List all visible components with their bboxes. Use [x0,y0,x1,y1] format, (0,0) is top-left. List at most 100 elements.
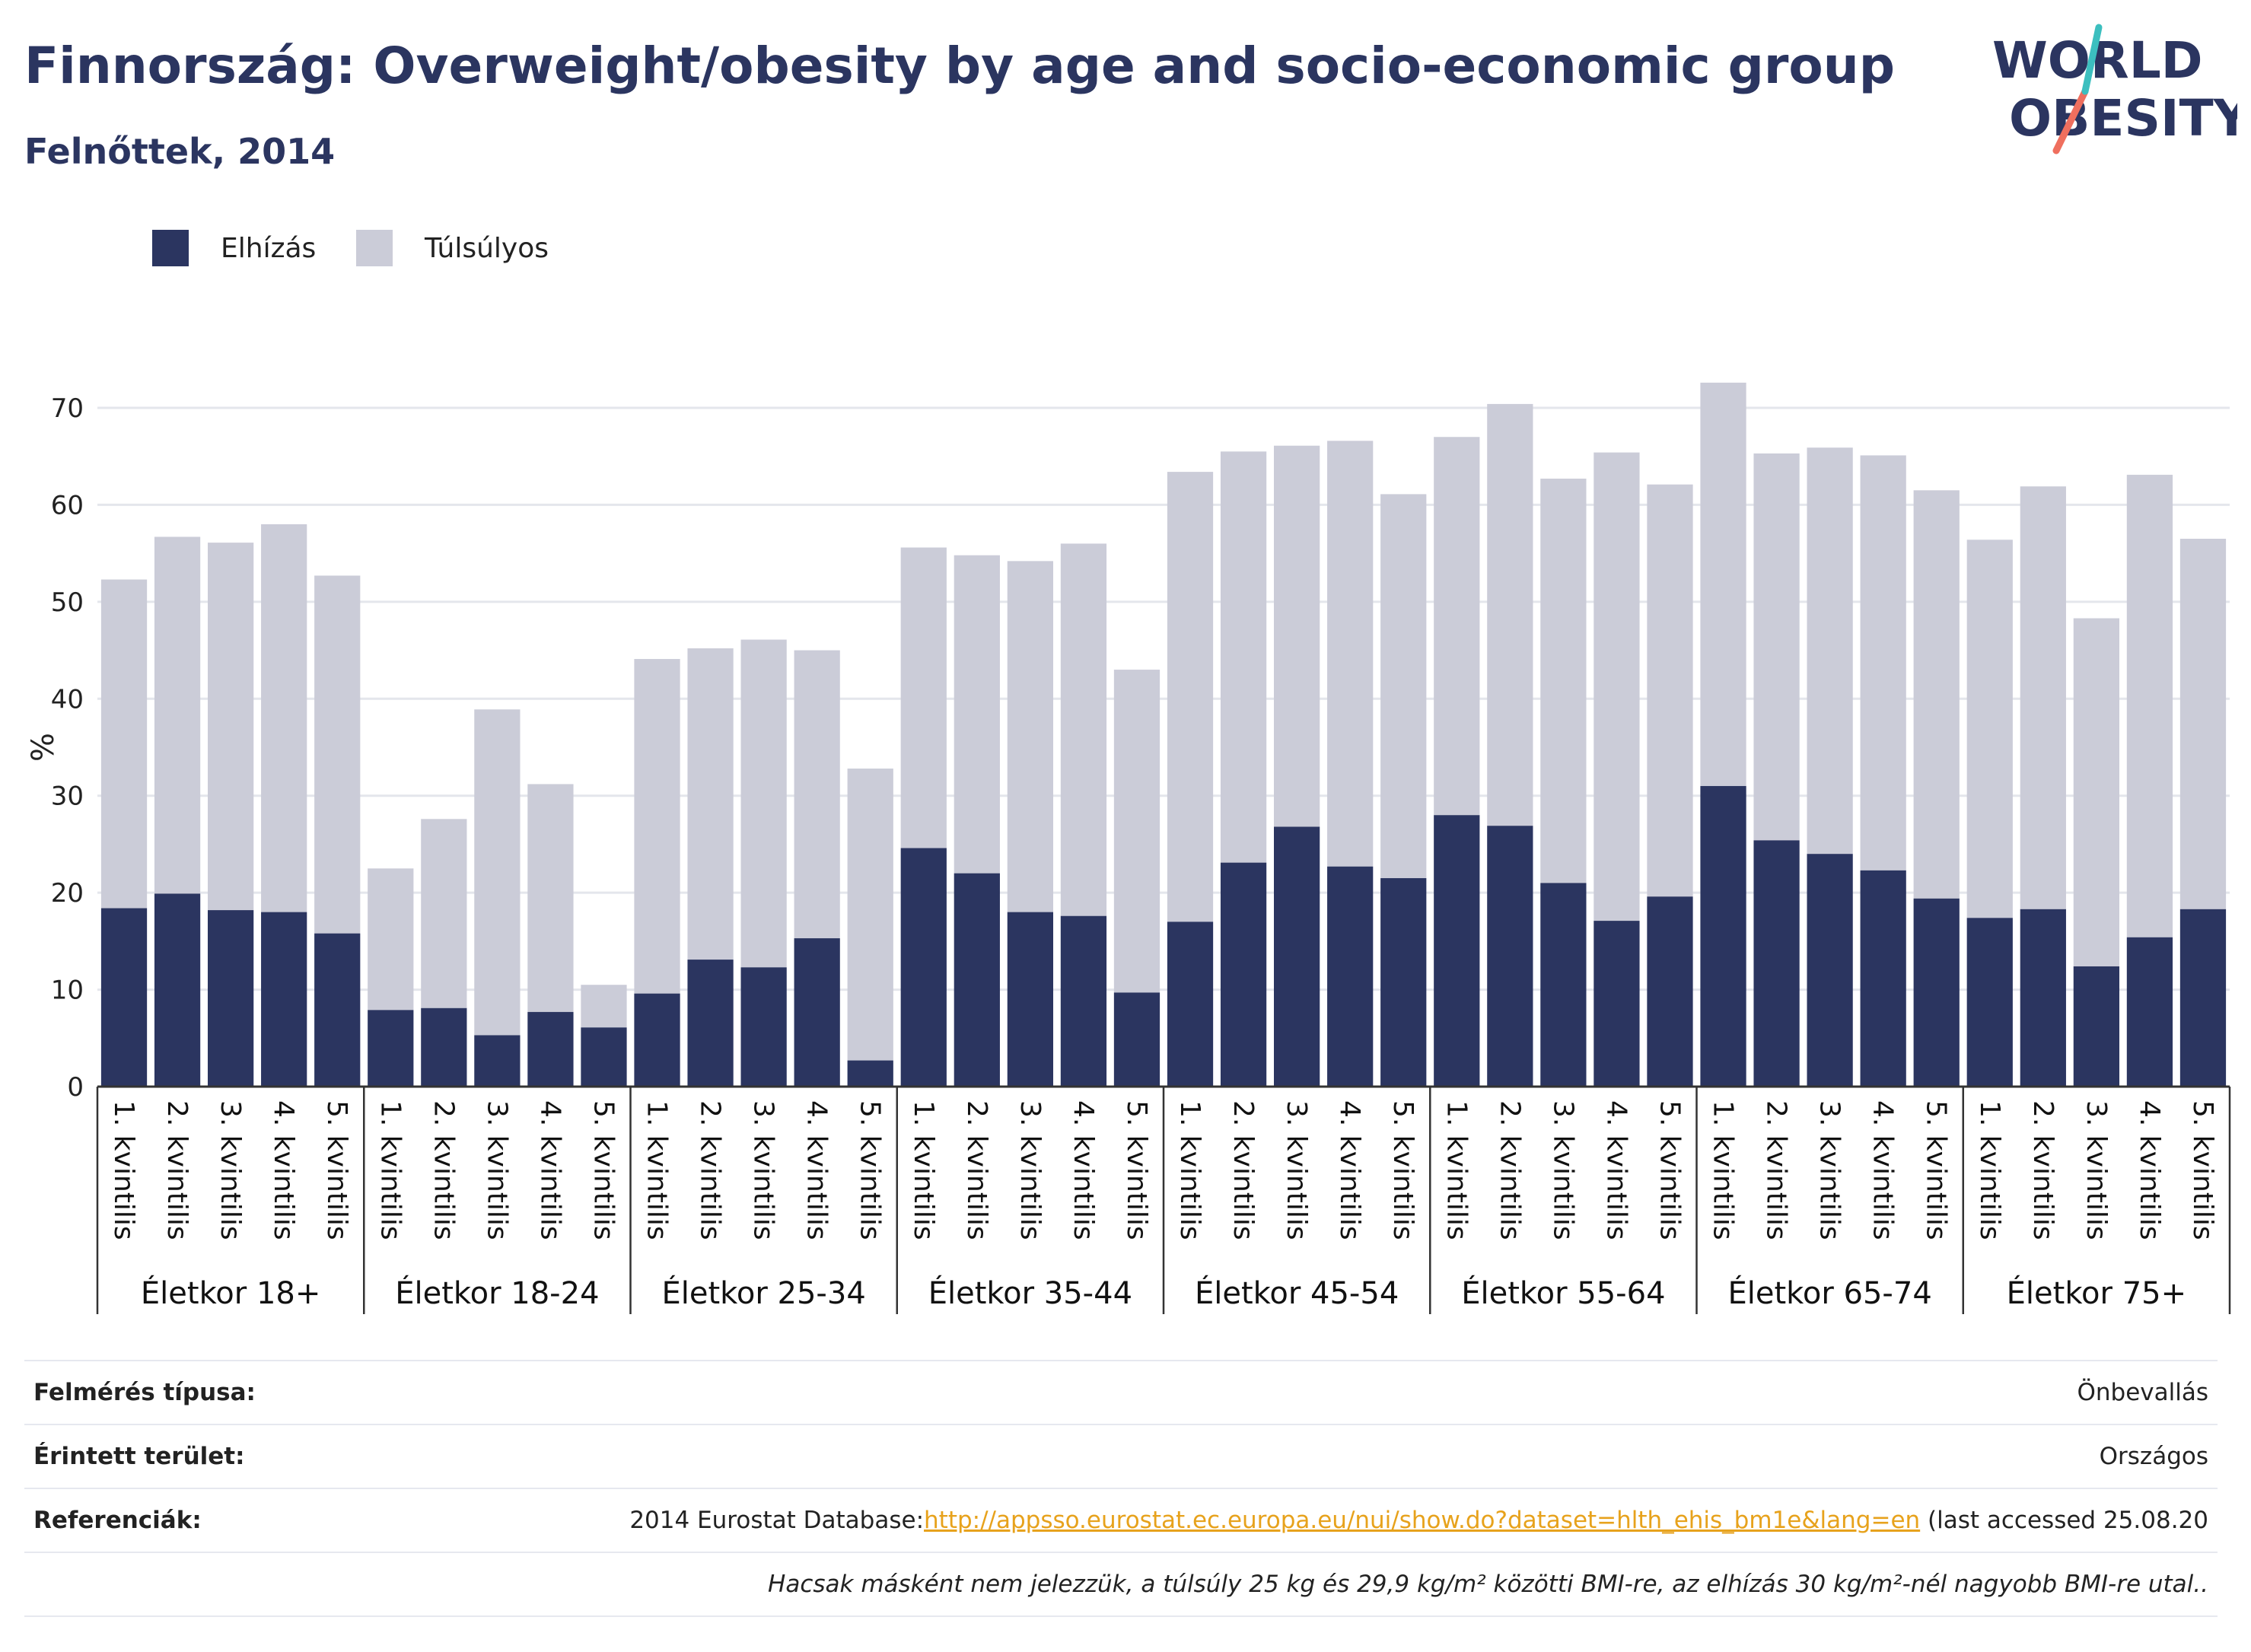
bar-overweight [154,536,201,894]
bar-obesity [1700,785,1746,1087]
x-tick-label: 3. kvintilis [1014,1100,1046,1240]
bar-overweight [794,650,840,939]
x-tick-label: 1. kvintilis [642,1100,673,1240]
bar-overweight [1113,670,1161,993]
survey-type-label: Felmérés típusa: [33,1379,256,1406]
bar-overweight [368,868,414,1011]
bar-overweight [1860,455,1906,871]
x-tick-label: 1. kvintilis [1708,1100,1739,1240]
x-tick-label: 1. kvintilis [1174,1100,1205,1240]
references-link[interactable]: http://appsso.eurostat.ec.europa.eu/nui/… [924,1507,1921,1534]
x-tick-label: 4. kvintilis [801,1100,833,1240]
bar-obesity [1434,815,1480,1087]
bar-obesity [421,1007,467,1087]
world-obesity-logo: WORLD OBESITY [1992,24,2237,154]
bar-obesity [1540,883,1587,1087]
x-tick-label: 4. kvintilis [268,1100,299,1240]
x-tick-label: 4. kvintilis [1334,1100,1365,1240]
logo-line2: OBESITY [2009,89,2237,148]
references-label: Referenciák: [33,1507,202,1534]
x-tick-label: 5. kvintilis [587,1100,619,1240]
bar-overweight [1274,445,1320,827]
bar-overweight [954,555,1000,874]
x-tick-label: 1. kvintilis [374,1100,406,1240]
bar-obesity [208,910,254,1087]
group-label: Életkor 35-44 [928,1275,1132,1311]
bar-overweight [1380,494,1427,879]
chart-title: Finnország: Overweight/obesity by age an… [24,37,1895,95]
bar-obesity [687,960,734,1087]
x-tick-label: 1. kvintilis [1441,1100,1472,1240]
x-tick-label: 5. kvintilis [1121,1100,1152,1240]
bar-obesity [1327,866,1374,1087]
x-tick-label: 3. kvintilis [1814,1100,1845,1240]
y-tick-label: 40 [51,684,84,715]
bar-overweight [1487,403,1533,826]
y-tick-label: 50 [51,587,84,618]
bar-overweight [1060,543,1107,916]
bar-obesity [100,908,148,1087]
bar-obesity [634,993,680,1087]
bar-overweight [740,639,787,968]
bar-obesity [261,912,307,1087]
references-suffix: (last accessed 25.08.20 [1920,1507,2208,1534]
logo-slash-teal [2081,24,2103,95]
area-value: Országos [2099,1443,2208,1470]
bar-obesity [314,933,361,1087]
logo-slash-coral [2052,88,2089,154]
group-label: Életkor 55-64 [1461,1275,1665,1311]
group-label: Életkor 65-74 [1727,1275,1931,1311]
bar-overweight [1540,479,1587,883]
x-tick-label: 2. kvintilis [961,1100,992,1240]
x-tick-label: 3. kvintilis [1281,1100,1312,1240]
x-tick-label: 2. kvintilis [1227,1100,1259,1240]
bar-overweight [1220,451,1267,863]
bar-overweight [1913,490,1960,899]
bar-overweight [687,648,734,960]
x-tick-label: 1. kvintilis [1974,1100,2005,1240]
bar-obesity [1966,918,2013,1087]
bar-overweight [208,543,254,911]
bar-obesity [1060,915,1107,1087]
x-tick-label: 5. kvintilis [1387,1100,1418,1240]
bar-overweight [314,575,361,934]
bar-obesity [1594,921,1640,1087]
bar-overweight [1327,441,1374,867]
bar-obesity [154,893,201,1087]
y-tick-label: 60 [51,490,84,520]
bar-obesity [1913,898,1960,1087]
y-tick-label: 70 [51,393,84,424]
bar-overweight [1966,540,2013,918]
bar-obesity [1647,896,1693,1087]
bar-overweight [634,659,680,994]
bar-overweight [2020,486,2066,909]
x-tick-label: 3. kvintilis [215,1100,246,1240]
bar-overweight [2126,474,2173,937]
x-tick-label: 5. kvintilis [1921,1100,1952,1240]
legend-swatch [356,230,393,266]
info-row-survey-type: Felmérés típusa: Önbevallás [24,1360,2218,1424]
bar-obesity [900,848,947,1087]
bar-obesity [2179,909,2227,1087]
references-value: 2014 Eurostat Database:http://appsso.eur… [629,1507,2208,1534]
survey-type-value: Önbevallás [2077,1379,2208,1406]
bar-obesity [368,1010,414,1087]
info-row-note: Hacsak másként nem jelezzük, a túlsúly 2… [24,1552,2218,1617]
x-tick-label: 2. kvintilis [695,1100,726,1240]
x-tick-label: 3. kvintilis [2081,1100,2112,1240]
bar-obesity [1807,854,1853,1087]
bar-obesity [1113,992,1161,1087]
bar-overweight [261,524,307,912]
bar-overweight [1700,382,1746,786]
bar-overweight [1807,447,1853,855]
bar-obesity [794,938,840,1087]
y-tick-label: 0 [67,1072,84,1103]
bar-obesity [1007,912,1053,1087]
bar-obesity [1380,878,1427,1087]
bar-obesity [1274,826,1320,1087]
bar-obesity [1167,921,1214,1087]
bmi-note: Hacsak másként nem jelezzük, a túlsúly 2… [768,1571,2208,1598]
bar-overweight [474,709,521,1036]
bar-obesity [1753,840,1800,1087]
legend-label: Elhízás [221,233,316,264]
